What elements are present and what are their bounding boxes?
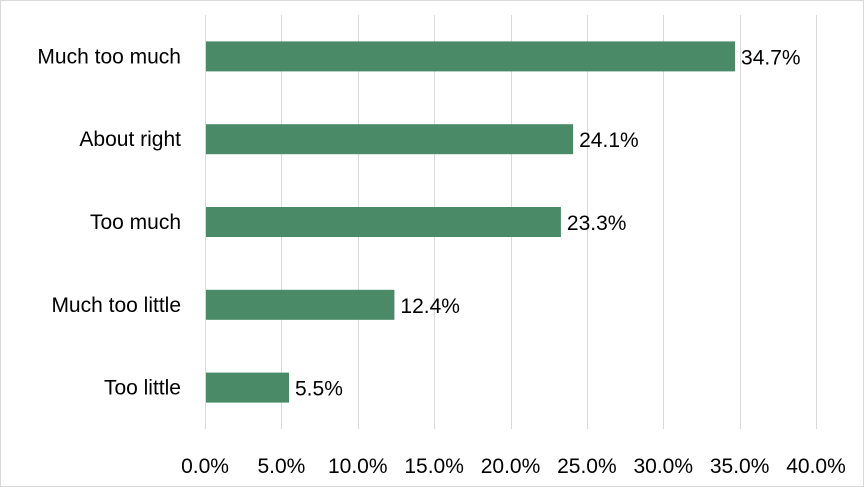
bar: [206, 124, 574, 155]
category-label: Too little: [104, 377, 181, 400]
category-label: Too much: [90, 211, 181, 234]
data-label: 12.4%: [400, 295, 460, 318]
x-tick-label: 10.0%: [328, 455, 388, 478]
x-axis-tick-labels: 0.0% 5.0% 10.0% 15.0% 20.0% 25.0% 30.0% 35.0% 40…: [181, 455, 846, 478]
x-tick-label: 30.0%: [633, 455, 693, 478]
data-label: 5.5%: [295, 378, 343, 401]
bar: [206, 289, 395, 320]
category-label: Much too little: [51, 294, 181, 317]
data-label: 24.1%: [579, 129, 639, 152]
x-tick-label: 15.0%: [404, 455, 464, 478]
bars: [206, 41, 736, 403]
category-label: About right: [79, 128, 181, 151]
category-labels: Much too much About right Too much Much too…: [37, 45, 181, 399]
data-label: 23.3%: [567, 212, 627, 235]
bar: [206, 207, 561, 237]
data-label: 34.7%: [741, 46, 801, 69]
bar: [206, 41, 736, 72]
value-labels: 34.7% 24.1% 23.3% 12.4% 5.5%: [295, 46, 801, 400]
x-tick-label: 5.0%: [257, 455, 305, 478]
x-tick-label: 40.0%: [786, 455, 846, 478]
x-tick-label: 35.0%: [710, 455, 770, 478]
x-tick-label: 0.0%: [181, 455, 229, 478]
category-label: Much too much: [37, 45, 181, 68]
x-tick-label: 25.0%: [557, 455, 617, 478]
bar: [206, 372, 290, 403]
x-tick-label: 20.0%: [481, 455, 541, 478]
